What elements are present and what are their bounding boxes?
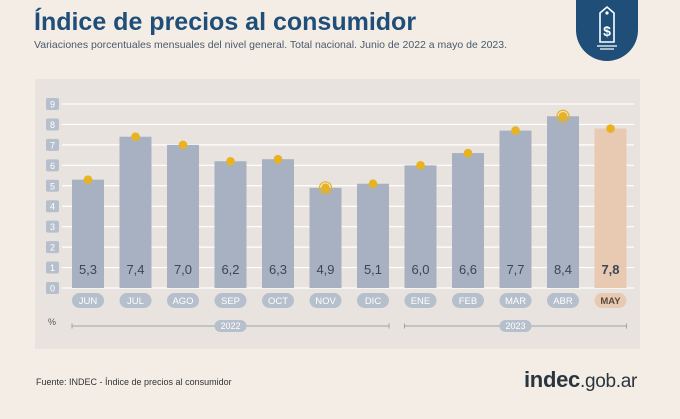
- value-label: 6,2: [221, 262, 239, 277]
- category-label: SEP: [221, 296, 240, 307]
- value-marker: [178, 140, 188, 150]
- y-tick-box: [46, 282, 59, 294]
- category-pill: [594, 293, 627, 308]
- value-marker: [511, 126, 520, 135]
- bar: [357, 183, 389, 288]
- value-label: 7,7: [506, 262, 524, 277]
- y-tick-box: [46, 118, 59, 131]
- y-tick-label: 0: [50, 284, 55, 294]
- unit-label: %: [48, 317, 56, 327]
- value-marker: [606, 124, 615, 133]
- y-tick-box: [46, 261, 59, 274]
- y-tick-box: [46, 159, 59, 172]
- category-label: JUL: [127, 296, 144, 307]
- value-marker: [368, 179, 378, 189]
- indec-logo: indec.gob.ar: [524, 367, 637, 393]
- value-label: 8,4: [554, 262, 572, 277]
- category-pill: [452, 293, 484, 308]
- value-marker: [83, 175, 93, 184]
- y-tick-label: 3: [50, 222, 55, 232]
- marker-ring: [556, 109, 570, 123]
- bar: [594, 128, 627, 288]
- bar: [309, 187, 342, 288]
- bar: [72, 179, 104, 288]
- y-tick-label: 8: [50, 120, 55, 130]
- category-label: ENE: [411, 296, 431, 307]
- page-title: Índice de precios al consumidor: [34, 8, 417, 36]
- bar: [167, 144, 199, 288]
- category-pill: [119, 293, 152, 308]
- value-label: 7,4: [126, 262, 144, 277]
- brand-domain: .gob.ar: [579, 371, 638, 392]
- category-pill: [547, 293, 579, 308]
- bar: [547, 116, 579, 289]
- value-label: 6,3: [269, 262, 287, 277]
- value-label: 4,9: [316, 262, 334, 277]
- y-tick-label: 1: [50, 263, 55, 273]
- category-label: FEB: [459, 296, 477, 307]
- category-pill: [262, 293, 294, 308]
- bar: [404, 165, 437, 288]
- category-label: MAR: [505, 296, 526, 307]
- category-pill: [72, 293, 104, 308]
- y-tick-box: [46, 220, 59, 233]
- y-tick-box: [46, 179, 59, 192]
- category-pill: [499, 293, 532, 308]
- value-label: 6,0: [411, 262, 429, 277]
- value-marker: [131, 132, 140, 142]
- y-tick-label: 7: [50, 140, 55, 150]
- value-label: 7,8: [601, 262, 619, 277]
- category-label: MAY: [600, 296, 621, 307]
- category-label: ABR: [553, 296, 573, 307]
- y-tick-box: [46, 138, 59, 151]
- bar: [214, 161, 247, 288]
- category-pill: [404, 293, 437, 308]
- y-tick-box: [46, 200, 59, 213]
- y-tick-label: 9: [50, 100, 55, 110]
- category-label: DIC: [365, 296, 382, 307]
- value-marker: [558, 111, 568, 121]
- category-pill: [167, 293, 199, 308]
- category-pill: [357, 293, 389, 308]
- y-tick-label: 2: [50, 243, 55, 253]
- year-label: 2023: [505, 321, 525, 331]
- y-tick-label: 5: [50, 181, 55, 191]
- y-tick-box: [46, 241, 59, 254]
- marker-ring: [318, 181, 333, 195]
- y-tick-box: [46, 98, 59, 110]
- value-marker: [321, 183, 330, 193]
- year-pill: [499, 320, 532, 332]
- bar: [119, 136, 152, 288]
- value-label: 6,6: [459, 262, 477, 277]
- value-marker: [416, 161, 425, 170]
- year-label: 2022: [220, 321, 240, 331]
- category-pill: [309, 293, 342, 308]
- y-tick-label: 6: [50, 161, 55, 171]
- value-label: 5,3: [79, 262, 97, 277]
- brand-main: indec: [524, 367, 580, 392]
- price-tag-dollar-icon: $: [576, 0, 638, 61]
- page-subtitle: Variaciones porcentuales mensuales del n…: [34, 39, 508, 51]
- value-marker: [226, 156, 235, 166]
- bar: [262, 159, 294, 288]
- value-marker: [463, 148, 473, 158]
- source-note: Fuente: INDEC - Índice de precios al con…: [36, 377, 232, 387]
- category-label: OCT: [268, 296, 288, 307]
- y-tick-label: 4: [50, 202, 55, 212]
- category-label: NOV: [315, 296, 336, 307]
- bar: [452, 153, 484, 288]
- category-label: AGO: [172, 296, 193, 307]
- value-marker: [273, 154, 283, 164]
- value-label: 5,1: [364, 262, 382, 277]
- bar: [499, 130, 532, 288]
- badge-symbol: $: [603, 23, 611, 39]
- value-label: 7,0: [174, 262, 192, 277]
- year-pill: [214, 320, 247, 332]
- category-pill: [214, 293, 247, 308]
- category-label: JUN: [79, 296, 98, 307]
